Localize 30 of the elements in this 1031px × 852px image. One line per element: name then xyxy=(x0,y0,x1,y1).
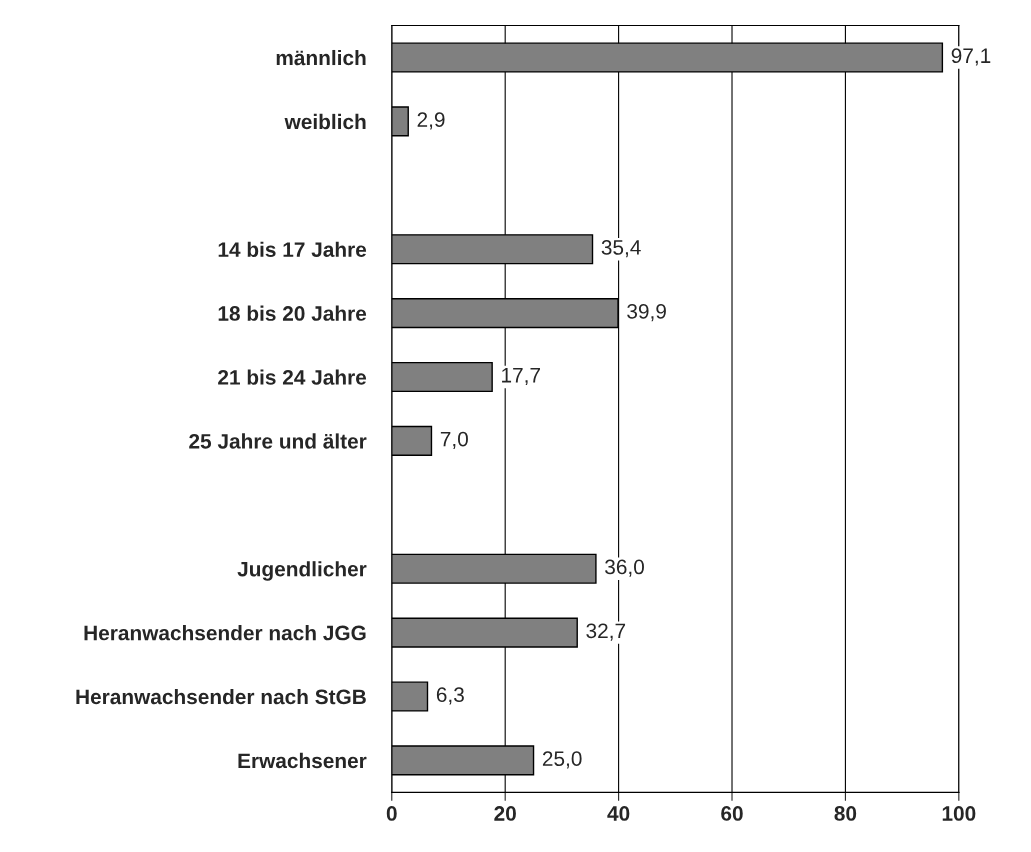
x-tick-label: 60 xyxy=(721,806,743,821)
data-label: 39,9 xyxy=(627,303,666,322)
data-label: 36,0 xyxy=(605,559,644,577)
x-tick-label: 0 xyxy=(386,806,397,821)
data-label: 35,4 xyxy=(601,240,641,258)
y-tick-label: männlich xyxy=(276,49,366,66)
data-label: 32,7 xyxy=(586,623,626,641)
x-tick-label: 80 xyxy=(834,806,857,821)
data-label: 6,3 xyxy=(436,687,464,705)
data-label: 2,9 xyxy=(417,112,445,130)
y-tick-label: 21 bis 24 Jahre xyxy=(218,369,367,385)
bar xyxy=(391,425,433,456)
y-tick-label: Heranwachsender nach StGB xyxy=(76,688,366,705)
bar xyxy=(391,681,429,712)
y-tick-label: 18 bis 20 Jahre xyxy=(218,305,367,321)
y-tick-label: Jugendlicher xyxy=(237,561,367,581)
bar xyxy=(391,106,409,137)
data-label: 7,0 xyxy=(440,431,468,449)
bar xyxy=(391,361,493,393)
data-label: 25,0 xyxy=(542,751,582,769)
y-tick-label: Erwachsener xyxy=(238,752,367,769)
y-tick-label: Heranwachsender nach JGG xyxy=(84,625,366,641)
data-label: 97,1 xyxy=(951,48,991,66)
data-label: 17,7 xyxy=(502,368,540,386)
x-tick-label: 40 xyxy=(607,806,630,821)
y-tick-label: 25 Jahre und älter xyxy=(189,433,367,449)
x-tick-label: 100 xyxy=(942,806,976,821)
y-tick-label: 14 bis 17 Jahre xyxy=(218,241,367,257)
y-tick-label: weiblich xyxy=(284,113,366,130)
x-tick-label: 20 xyxy=(494,806,516,821)
